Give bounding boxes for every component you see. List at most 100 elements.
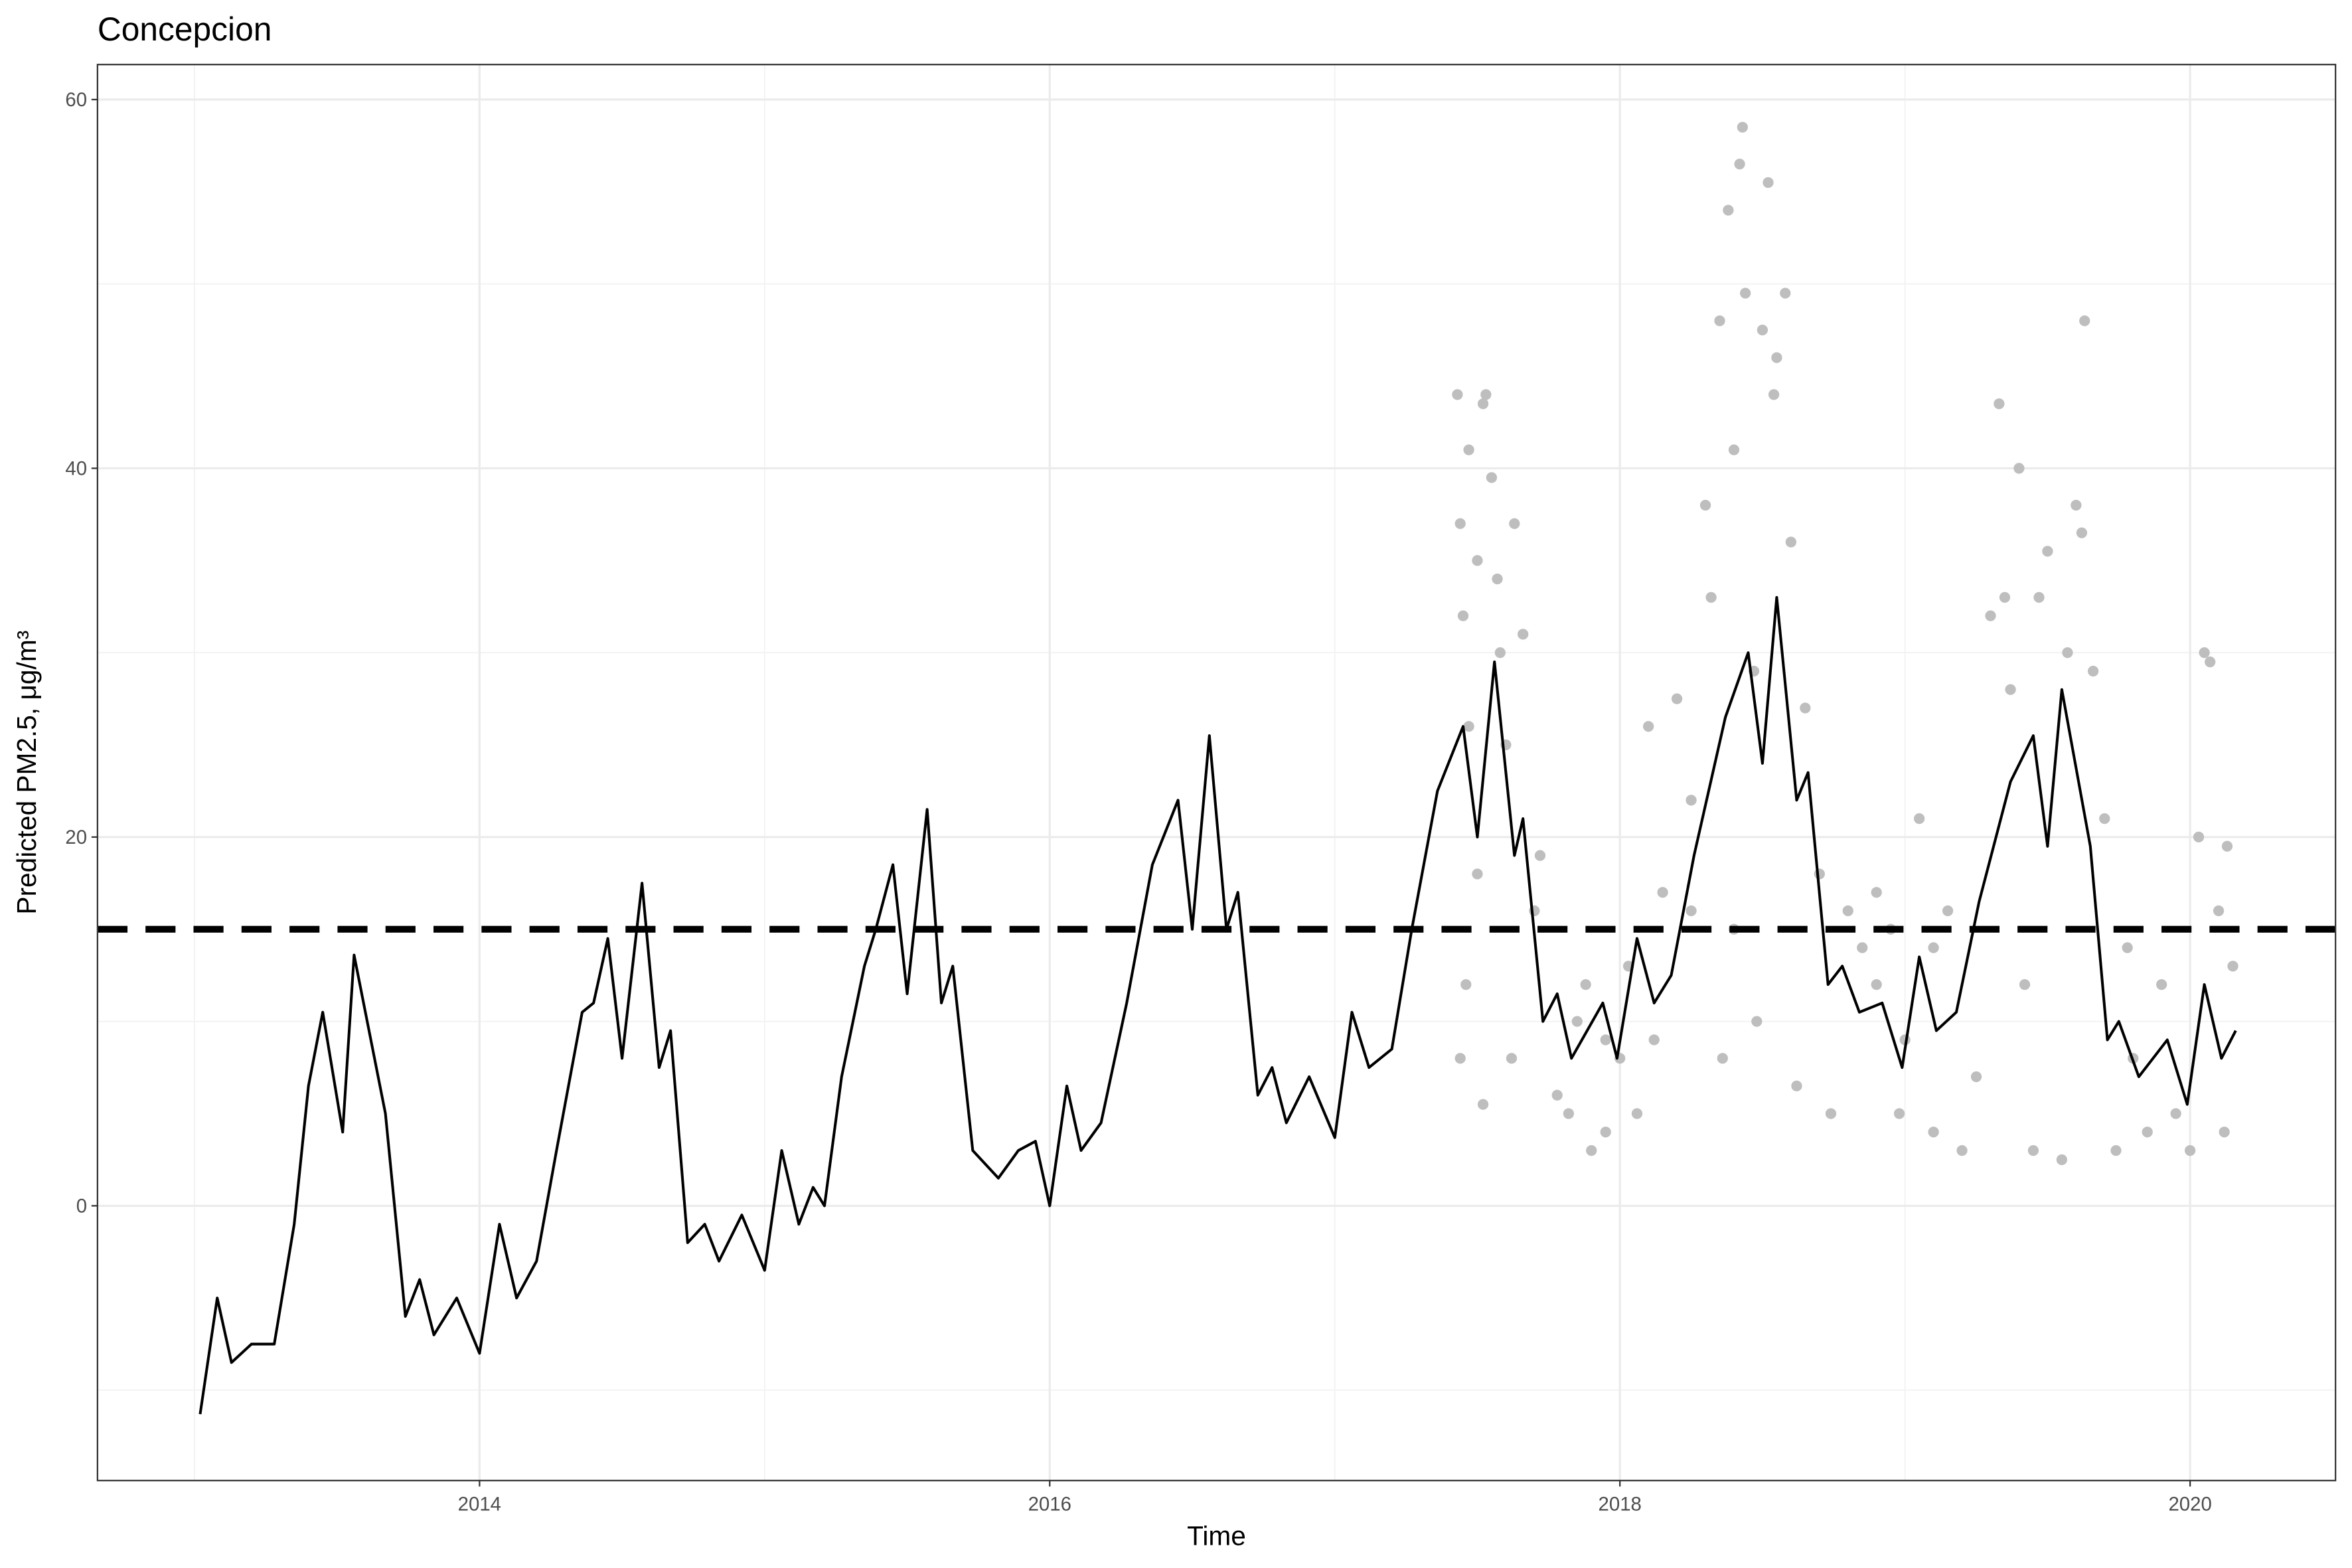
data-point [1714, 315, 1725, 327]
data-point [1643, 721, 1654, 732]
x-axis-title: Time [1187, 1520, 1246, 1551]
data-point [1734, 159, 1745, 170]
data-point [1871, 979, 1882, 990]
data-point [1494, 647, 1506, 659]
data-point [1463, 444, 1474, 455]
data-point [1600, 1127, 1611, 1138]
data-point [1452, 389, 1463, 400]
data-point [2027, 1144, 2039, 1156]
data-point [1534, 850, 1546, 861]
data-point [1580, 979, 1591, 990]
data-point [1842, 905, 1853, 917]
data-point [1913, 813, 1925, 824]
data-point [1768, 389, 1780, 400]
data-point [2227, 961, 2238, 972]
data-point [2033, 591, 2045, 603]
data-point [1571, 1016, 1583, 1027]
data-point [1985, 610, 1996, 621]
data-point [2056, 1154, 2067, 1166]
data-point [2042, 546, 2053, 557]
y-tick-label: 0 [76, 1196, 87, 1217]
data-point [1994, 398, 2005, 410]
data-point [1480, 389, 1492, 400]
data-point [2079, 315, 2090, 327]
data-line [198, 595, 2237, 1415]
grid [97, 64, 2336, 1481]
axes: 2014 2016 2018 2020 0 20 40 60 [65, 89, 2211, 1515]
data-point [1457, 610, 1469, 621]
y-tick-label: 60 [65, 89, 87, 111]
data-point [1800, 702, 1811, 714]
data-point [1956, 1144, 1968, 1156]
data-point [1717, 1053, 1728, 1064]
data-point [1970, 1071, 1982, 1083]
data-point [1814, 868, 1825, 880]
plot-border [96, 64, 2337, 1482]
y-tick-label: 20 [65, 826, 87, 848]
data-point [1771, 352, 1782, 363]
data-point [1751, 1016, 1763, 1027]
data-point [1757, 325, 1768, 336]
data-point [1791, 1080, 1802, 1092]
data-point [1563, 1108, 1575, 1119]
y-tick-label: 40 [65, 458, 87, 480]
data-point [1492, 573, 1503, 585]
data-point [2013, 463, 2025, 474]
x-tick-label: 2018 [1599, 1493, 1642, 1515]
data-point [1686, 905, 1697, 917]
data-point [1472, 868, 1483, 880]
data-point [1472, 555, 1483, 566]
data-point [2205, 656, 2216, 668]
data-point [1477, 398, 1489, 410]
data-point [1486, 472, 1498, 483]
data-point [1928, 1127, 1939, 1138]
y-axis-title: Predicted PM2.5, μg/m³ [11, 631, 42, 915]
data-point [2062, 647, 2073, 659]
plot-panel [97, 64, 2336, 1481]
data-point [1780, 287, 1791, 299]
data-point [1506, 1053, 1518, 1064]
data-point [1463, 721, 1474, 732]
data-point [2193, 831, 2205, 843]
data-point [1460, 979, 1472, 990]
data-point [2019, 979, 2031, 990]
data-point [2156, 979, 2167, 990]
data-point [1551, 1089, 1563, 1101]
data-point [1705, 591, 1717, 603]
data-point [2122, 942, 2133, 953]
chart-title: Concepcion [98, 11, 272, 48]
data-point [1586, 1144, 1597, 1156]
data-point [1477, 1099, 1489, 1110]
data-point [1454, 518, 1466, 529]
x-tick-label: 2020 [2168, 1493, 2211, 1515]
data-point [1699, 499, 1711, 511]
data-point [2221, 840, 2233, 852]
data-point [1686, 795, 1697, 806]
x-tick-label: 2014 [458, 1493, 501, 1515]
data-point [1737, 121, 1748, 133]
data-point [2142, 1127, 2153, 1138]
data-point [1631, 1108, 1643, 1119]
data-point [1942, 905, 1954, 917]
marks [97, 121, 2336, 1415]
data-point [1454, 1053, 1466, 1064]
data-point [2199, 647, 2210, 659]
data-point [1999, 591, 2011, 603]
data-point [1871, 887, 1882, 898]
data-point [2005, 684, 2016, 695]
data-point [1518, 629, 1529, 640]
data-point [1723, 204, 1734, 216]
data-point [2170, 1108, 2181, 1119]
data-point [1928, 942, 1939, 953]
data-point [1893, 1108, 1905, 1119]
data-point [2099, 813, 2110, 824]
x-tick-label: 2016 [1028, 1493, 1071, 1515]
data-point [2219, 1127, 2230, 1138]
data-point [1648, 1034, 1660, 1046]
data-point [1671, 693, 1683, 704]
data-point [2213, 905, 2225, 917]
data-point [1728, 444, 1740, 455]
data-point [2184, 1144, 2196, 1156]
